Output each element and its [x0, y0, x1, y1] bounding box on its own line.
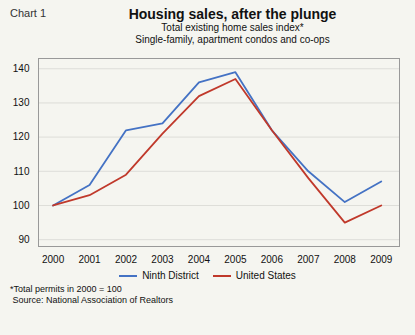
svg-text:2005: 2005	[224, 254, 247, 265]
svg-text:2008: 2008	[334, 254, 357, 265]
svg-text:2007: 2007	[297, 254, 320, 265]
html-text:Single-family, apartment condo: Single-family, apartment condos and co-o…	[135, 34, 330, 45]
svg-text:100: 100	[13, 200, 30, 211]
html-text:Total existing home sales inde: Total existing home sales index*	[161, 22, 304, 33]
svg-text:2002: 2002	[115, 254, 138, 265]
html-text:Chart 1: Chart 1	[10, 7, 47, 19]
svg-text:140: 140	[13, 63, 30, 74]
html-text:Housing sales, after the plung: Housing sales, after the plunge	[128, 6, 337, 22]
svg-text:2000: 2000	[42, 254, 65, 265]
html-text:Source: National Association o: Source: National Association of Realtors	[10, 295, 174, 305]
html-text:Ninth District: Ninth District	[142, 270, 199, 281]
html-text:United States: United States	[235, 270, 296, 281]
svg-text:2003: 2003	[151, 254, 174, 265]
svg-text:110: 110	[14, 166, 30, 177]
svg-text:120: 120	[13, 131, 30, 142]
svg-text:2009: 2009	[370, 254, 393, 265]
svg-text:2004: 2004	[188, 254, 211, 265]
svg-text:2001: 2001	[78, 254, 101, 265]
html-text:*Total permits in 2000 = 100: *Total permits in 2000 = 100	[10, 284, 122, 294]
svg-text:130: 130	[13, 97, 30, 108]
svg-text:90: 90	[18, 234, 30, 245]
svg-text:2006: 2006	[261, 254, 284, 265]
